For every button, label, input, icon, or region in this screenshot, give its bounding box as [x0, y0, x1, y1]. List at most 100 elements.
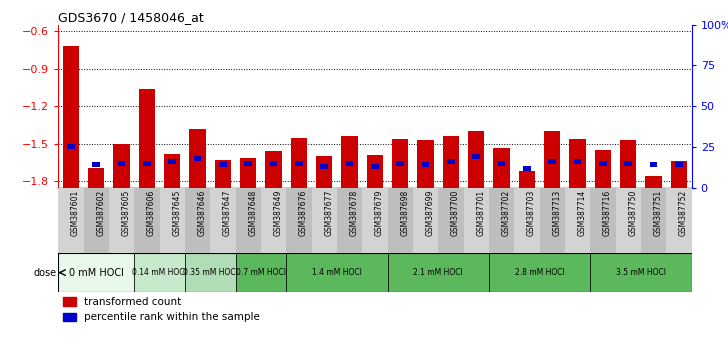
Bar — [134, 253, 185, 292]
FancyBboxPatch shape — [387, 188, 413, 253]
Bar — [341, 136, 358, 188]
FancyBboxPatch shape — [134, 188, 159, 253]
Bar — [114, 144, 130, 188]
Text: GSM387647: GSM387647 — [223, 190, 232, 236]
Bar — [58, 253, 134, 292]
Text: 3.5 mM HOCl: 3.5 mM HOCl — [616, 268, 666, 277]
FancyBboxPatch shape — [464, 188, 489, 253]
FancyBboxPatch shape — [337, 188, 363, 253]
Bar — [397, 161, 404, 166]
Bar — [118, 161, 125, 166]
Text: GSM387714: GSM387714 — [577, 190, 587, 236]
Text: GSM387605: GSM387605 — [122, 190, 130, 236]
Text: GSM387703: GSM387703 — [527, 190, 536, 236]
Text: 0 mM HOCl: 0 mM HOCl — [69, 268, 124, 278]
Text: GSM387699: GSM387699 — [426, 190, 435, 236]
Bar — [625, 161, 632, 166]
FancyBboxPatch shape — [109, 188, 134, 253]
FancyBboxPatch shape — [286, 188, 312, 253]
Text: 0.7 mM HOCl: 0.7 mM HOCl — [236, 268, 286, 277]
Bar — [236, 253, 286, 292]
Bar — [92, 162, 100, 167]
Text: GSM387677: GSM387677 — [324, 190, 333, 236]
Bar — [650, 162, 657, 167]
Bar — [443, 136, 459, 188]
Text: GSM387702: GSM387702 — [502, 190, 510, 236]
Text: GSM387701: GSM387701 — [476, 190, 486, 236]
Legend: transformed count, percentile rank within the sample: transformed count, percentile rank withi… — [63, 297, 260, 322]
FancyBboxPatch shape — [616, 188, 641, 253]
Bar — [387, 253, 489, 292]
Bar — [189, 129, 206, 188]
Bar — [675, 162, 683, 167]
Bar — [548, 159, 556, 164]
Bar — [265, 151, 282, 188]
FancyBboxPatch shape — [185, 188, 210, 253]
Bar — [240, 158, 256, 188]
Bar — [518, 171, 535, 188]
Bar — [138, 88, 155, 188]
Text: GSM387601: GSM387601 — [71, 190, 80, 236]
Bar — [489, 253, 590, 292]
Bar — [164, 154, 181, 188]
Bar — [290, 137, 307, 188]
Bar — [215, 160, 232, 188]
FancyBboxPatch shape — [539, 188, 565, 253]
Bar — [670, 161, 687, 188]
FancyBboxPatch shape — [58, 188, 84, 253]
Bar — [392, 139, 408, 188]
FancyBboxPatch shape — [236, 188, 261, 253]
Bar — [168, 159, 176, 164]
Bar — [320, 164, 328, 169]
Text: GSM387716: GSM387716 — [603, 190, 612, 236]
Text: GSM387648: GSM387648 — [248, 190, 257, 236]
Bar — [595, 150, 612, 188]
Text: GSM387713: GSM387713 — [553, 190, 561, 236]
Bar — [219, 162, 226, 167]
Bar — [316, 156, 333, 188]
Text: GSM387698: GSM387698 — [400, 190, 409, 236]
Bar — [286, 253, 387, 292]
Text: GSM387700: GSM387700 — [451, 190, 460, 236]
Text: GSM387678: GSM387678 — [349, 190, 359, 236]
Text: 0.14 mM HOCl: 0.14 mM HOCl — [132, 268, 187, 277]
Text: 1.4 mM HOCl: 1.4 mM HOCl — [312, 268, 362, 277]
FancyBboxPatch shape — [489, 188, 514, 253]
Bar — [523, 166, 531, 171]
Bar — [422, 162, 430, 167]
Bar — [295, 161, 303, 166]
Bar — [590, 253, 692, 292]
Bar — [544, 131, 561, 188]
FancyBboxPatch shape — [666, 188, 692, 253]
Text: GSM387679: GSM387679 — [375, 190, 384, 236]
FancyBboxPatch shape — [641, 188, 666, 253]
Bar — [574, 159, 582, 164]
Text: GSM387602: GSM387602 — [96, 190, 106, 236]
FancyBboxPatch shape — [312, 188, 337, 253]
Bar — [645, 176, 662, 188]
FancyBboxPatch shape — [210, 188, 236, 253]
Text: 0.35 mM HOCl: 0.35 mM HOCl — [183, 268, 237, 277]
Text: GSM387649: GSM387649 — [274, 190, 282, 236]
Bar — [417, 140, 434, 188]
Bar — [367, 155, 383, 188]
Bar — [346, 161, 353, 166]
Bar — [371, 164, 379, 169]
FancyBboxPatch shape — [438, 188, 464, 253]
FancyBboxPatch shape — [363, 188, 387, 253]
FancyBboxPatch shape — [514, 188, 539, 253]
FancyBboxPatch shape — [565, 188, 590, 253]
Bar — [194, 156, 202, 161]
Bar — [599, 161, 606, 166]
Text: 2.1 mM HOCl: 2.1 mM HOCl — [414, 268, 463, 277]
Bar — [185, 253, 236, 292]
Bar — [468, 131, 485, 188]
Text: GSM387606: GSM387606 — [147, 190, 156, 236]
Bar — [67, 144, 75, 149]
FancyBboxPatch shape — [159, 188, 185, 253]
Text: GSM387750: GSM387750 — [628, 190, 637, 236]
FancyBboxPatch shape — [84, 188, 109, 253]
Text: GSM387752: GSM387752 — [679, 190, 688, 236]
FancyBboxPatch shape — [261, 188, 286, 253]
Text: dose: dose — [33, 268, 57, 278]
